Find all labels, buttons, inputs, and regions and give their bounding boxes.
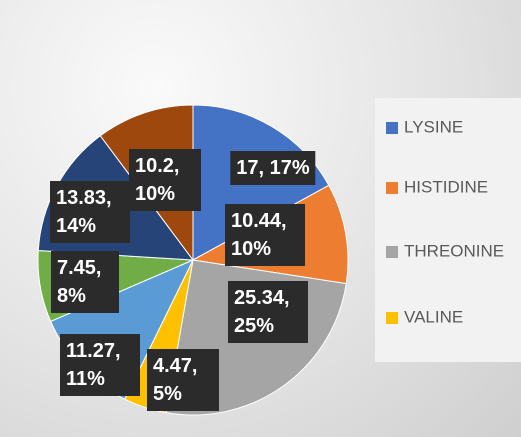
legend-box [375, 98, 521, 362]
legend-label: LYSINE [404, 117, 463, 136]
legend-swatch [386, 246, 398, 258]
data-label: 11.27, 11% [60, 334, 140, 396]
data-label: 7.45, 8% [51, 251, 119, 313]
data-label: 13.83, 14% [50, 181, 130, 243]
data-label: 17, 17% [230, 151, 316, 185]
legend-label: THREONINE [404, 241, 504, 260]
legend-swatch [386, 312, 398, 324]
legend-swatch [386, 182, 398, 194]
legend-swatch [386, 122, 398, 134]
data-label: 10.2, 10% [129, 149, 201, 211]
legend-label: VALINE [404, 307, 463, 326]
data-label: 4.47, 5% [147, 349, 219, 411]
data-label: 10.44, 10% [225, 204, 305, 266]
data-label: 25.34, 25% [228, 281, 308, 343]
legend-label: HISTIDINE [404, 177, 488, 196]
